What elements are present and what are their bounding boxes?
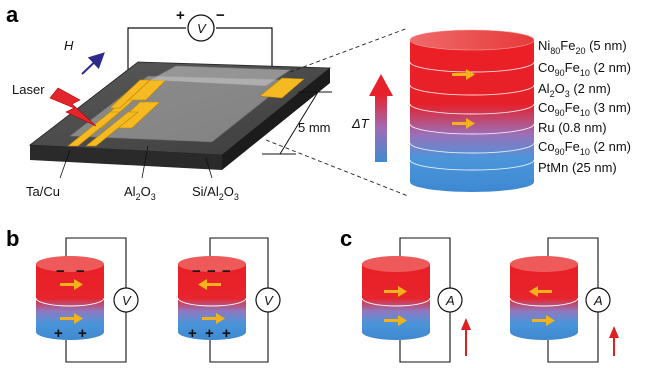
cell-b-left: [35, 256, 105, 340]
contact-label: Ta/Cu: [26, 184, 60, 199]
laser-bolt-icon: [49, 87, 97, 127]
label-leaders: [59, 145, 213, 179]
charge-b-left-bottom-1: +: [54, 325, 63, 342]
dimension-label: 5 mm: [298, 120, 331, 135]
top-electrode-film: [148, 65, 291, 87]
charge-b-right-bottom-2: +: [205, 325, 214, 342]
svg-text:V: V: [264, 293, 274, 308]
temperature-gradient-arrow: [369, 74, 393, 162]
current-arrow-c-left: [461, 318, 471, 356]
circuit-b-right: [209, 237, 269, 363]
layer-label-4: Co90Fe10 (3 nm): [538, 100, 631, 118]
voltmeter-plus-sign: +: [176, 7, 185, 24]
svg-text:A: A: [593, 293, 603, 308]
cell-c-right: [509, 256, 579, 340]
svg-text:A: A: [445, 293, 455, 308]
charge-b-right-bottom-1: +: [188, 325, 197, 342]
ammeter-c-right: A: [585, 287, 611, 313]
svg-text:V: V: [122, 293, 132, 308]
magnetization-arrows: [452, 69, 475, 129]
layer-label-3: Al2O3 (2 nm): [538, 81, 611, 99]
delta-t-label: ΔT: [351, 116, 370, 131]
substrate-label: Si/Al2O3: [192, 184, 239, 202]
tmr-stack-cylinder: [409, 29, 535, 192]
cell-b-right: [177, 256, 247, 340]
panel-label-c: c: [340, 226, 352, 251]
current-arrow-c-right: [609, 326, 619, 356]
layer-label-5: Ru (0.8 nm): [538, 120, 607, 135]
charge-b-right-top-3: −: [222, 263, 231, 280]
charge-b-right-top-1: −: [192, 263, 201, 280]
field-label: H: [64, 38, 74, 53]
charge-b-left-bottom-2: +: [78, 325, 87, 342]
charge-b-right-bottom-3: +: [222, 325, 231, 342]
voltmeter-b-right: V: [255, 287, 281, 313]
panel-label-b: b: [6, 226, 19, 251]
cell-c-left: [361, 256, 431, 340]
charge-b-left-top-2: −: [76, 263, 85, 280]
layer-label-6: Co90Fe10 (2 nm): [538, 139, 631, 157]
layer-label-2: Co90Fe10 (2 nm): [538, 60, 631, 78]
circuit-b-left: [65, 237, 127, 363]
layer-label-1: Ni80Fe20 (5 nm): [538, 38, 627, 56]
voltmeter-a: V: [187, 14, 215, 42]
voltmeter-minus-sign: −: [216, 7, 225, 24]
panel-label-a: a: [6, 2, 19, 27]
layer-labels: Ni80Fe20 (5 nm) Co90Fe10 (2 nm) Al2O3 (2 n…: [538, 38, 631, 175]
ta-cu-contacts: [67, 77, 305, 147]
laser-label: Laser: [12, 82, 45, 97]
layer-label-7: PtMn (25 nm): [538, 160, 617, 175]
zoom-lines: [265, 27, 409, 197]
svg-text:V: V: [197, 21, 207, 36]
charge-b-left-top-1: −: [56, 263, 65, 280]
voltmeter-b-left: V: [113, 287, 139, 313]
field-arrow: [81, 52, 105, 75]
barrier-label: Al2O3: [124, 184, 156, 202]
charge-b-right-top-2: −: [207, 263, 216, 280]
ammeter-c-left: A: [437, 287, 463, 313]
circuit-c-left: [399, 237, 451, 363]
dimension-bracket: [262, 91, 332, 155]
circuit-c-right: [547, 237, 599, 363]
